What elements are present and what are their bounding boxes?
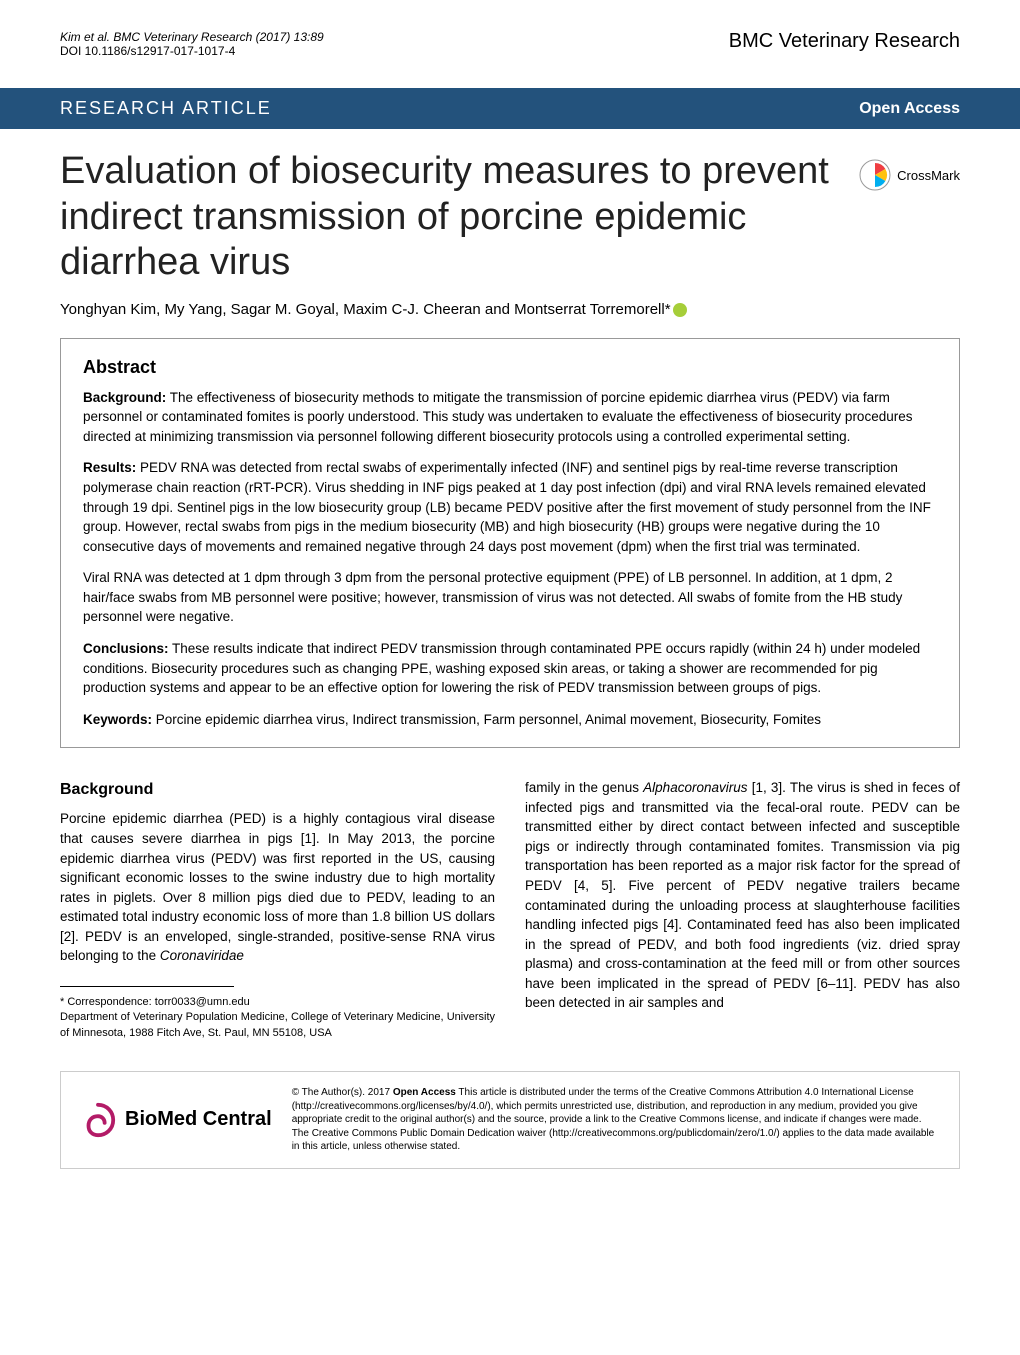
article-type-label: RESEARCH ARTICLE — [60, 98, 272, 119]
results-text-1: PEDV RNA was detected from rectal swabs … — [83, 460, 931, 553]
keywords-label: Keywords: — [83, 712, 152, 727]
results-label: Results: — [83, 460, 136, 475]
body-paragraph-left: Porcine epidemic diarrhea (PED) is a hig… — [60, 809, 495, 966]
title-row: Evaluation of biosecurity measures to pr… — [0, 129, 1020, 286]
col2-italic: Alphacoronavirus — [643, 780, 747, 795]
author-list: Yonghyan Kim, My Yang, Sagar M. Goyal, M… — [60, 301, 671, 318]
license-pre: © The Author(s). 2017 — [292, 1087, 393, 1098]
citation: Kim et al. BMC Veterinary Research (2017… — [60, 30, 324, 44]
doi: DOI 10.1186/s12917-017-1017-4 — [60, 44, 324, 58]
footer-license-box: BioMed Central © The Author(s). 2017 Ope… — [60, 1071, 960, 1169]
article-type-banner: RESEARCH ARTICLE Open Access — [0, 88, 1020, 129]
footnote-separator — [60, 986, 234, 987]
crossmark-badge[interactable]: CrossMark — [859, 159, 960, 191]
biomed-swirl-icon — [79, 1101, 117, 1139]
col2-text: [1, 3]. The virus is shed in feces of in… — [525, 780, 960, 1010]
abstract-keywords: Keywords: Porcine epidemic diarrhea viru… — [83, 710, 937, 730]
col1-italic: Coronaviridae — [160, 948, 244, 963]
biomed-text: BioMed Central — [125, 1108, 272, 1131]
background-heading: Background — [60, 778, 495, 801]
background-label: Background: — [83, 390, 166, 405]
abstract-results-1: Results: PEDV RNA was detected from rect… — [83, 458, 937, 556]
crossmark-label: CrossMark — [897, 168, 960, 183]
license-text: © The Author(s). 2017 Open Access This a… — [292, 1086, 941, 1154]
background-text: The effectiveness of biosecurity methods… — [83, 390, 912, 444]
abstract-box: Abstract Background: The effectiveness o… — [60, 338, 960, 748]
col1-text: Porcine epidemic diarrhea (PED) is a hig… — [60, 811, 495, 963]
abstract-background: Background: The effectiveness of biosecu… — [83, 388, 937, 447]
body-paragraph-right: family in the genus Alphacoronavirus [1,… — [525, 778, 960, 1013]
conclusions-text: These results indicate that indirect PED… — [83, 641, 920, 695]
conclusions-label: Conclusions: — [83, 641, 169, 656]
authors: Yonghyan Kim, My Yang, Sagar M. Goyal, M… — [0, 286, 1020, 338]
body-columns: Background Porcine epidemic diarrhea (PE… — [0, 778, 1020, 1041]
license-bold: Open Access — [393, 1087, 456, 1098]
crossmark-icon — [859, 159, 891, 191]
correspondence: * Correspondence: torr0033@umn.edu — [60, 995, 495, 1010]
header-left: Kim et al. BMC Veterinary Research (2017… — [60, 30, 324, 58]
col2-pre: family in the genus — [525, 780, 643, 795]
open-access-label: Open Access — [859, 100, 960, 118]
abstract-heading: Abstract — [83, 357, 937, 378]
article-title: Evaluation of biosecurity measures to pr… — [60, 149, 839, 286]
left-column: Background Porcine epidemic diarrhea (PE… — [60, 778, 495, 1041]
header: Kim et al. BMC Veterinary Research (2017… — [0, 0, 1020, 68]
biomed-logo: BioMed Central — [79, 1101, 272, 1139]
abstract-results-2: Viral RNA was detected at 1 dpm through … — [83, 568, 937, 627]
keywords-text: Porcine epidemic diarrhea virus, Indirec… — [152, 712, 821, 727]
affiliation: Department of Veterinary Population Medi… — [60, 1010, 495, 1041]
abstract-conclusions: Conclusions: These results indicate that… — [83, 639, 937, 698]
orcid-icon[interactable] — [673, 303, 687, 317]
journal-name: BMC Veterinary Research — [729, 30, 960, 53]
right-column: family in the genus Alphacoronavirus [1,… — [525, 778, 960, 1041]
